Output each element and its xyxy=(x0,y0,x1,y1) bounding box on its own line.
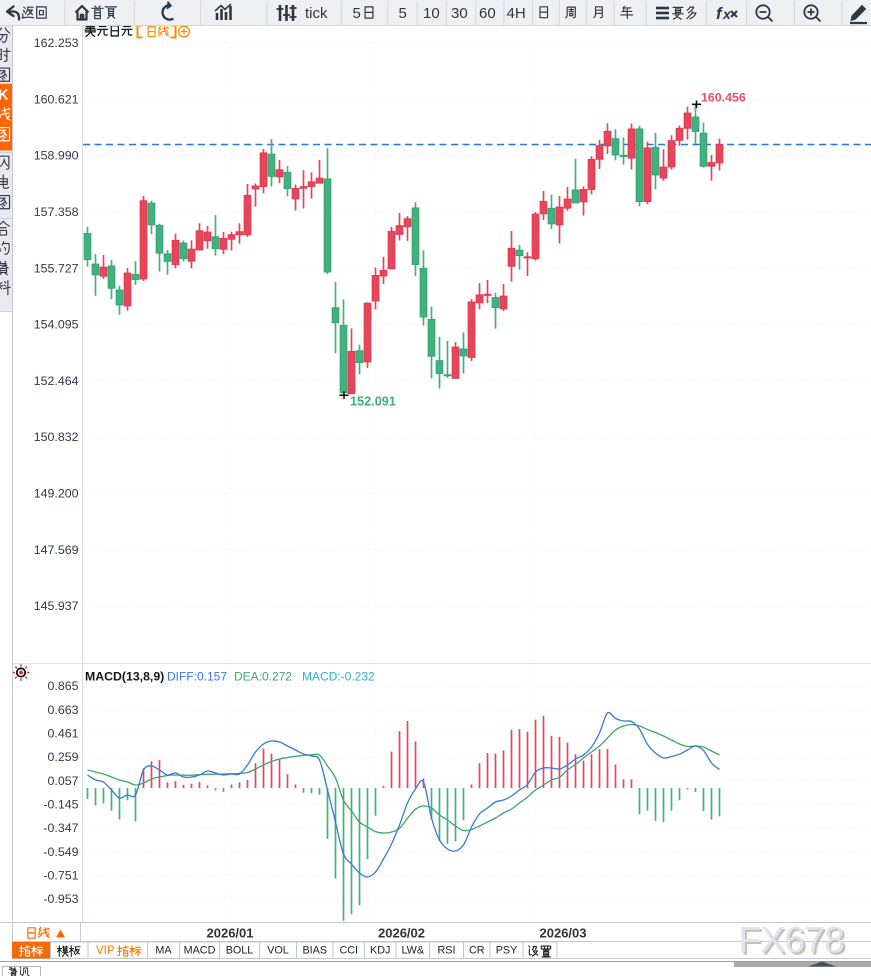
svg-text:x: x xyxy=(722,6,732,22)
svg-text:CCI: CCI xyxy=(339,945,358,957)
svg-text:FX678: FX678 xyxy=(739,919,845,961)
svg-text:152.091: 152.091 xyxy=(350,395,396,409)
svg-text:VIP: VIP xyxy=(96,945,115,957)
svg-text:MACD:-0.232: MACD:-0.232 xyxy=(302,670,375,684)
svg-text:157.358: 157.358 xyxy=(34,205,79,219)
svg-text:K: K xyxy=(0,88,9,104)
svg-text:-0.549: -0.549 xyxy=(43,845,78,859)
svg-text:0.663: 0.663 xyxy=(47,703,78,717)
svg-text:FX678: FX678 xyxy=(741,921,847,963)
svg-text:-0.145: -0.145 xyxy=(43,798,78,812)
svg-text:147.569: 147.569 xyxy=(34,543,79,557)
svg-text:MA: MA xyxy=(155,945,172,957)
svg-text:DEA:0.272: DEA:0.272 xyxy=(234,670,292,684)
svg-text:30: 30 xyxy=(451,5,468,22)
svg-text:150.832: 150.832 xyxy=(34,430,79,444)
svg-text:KDJ: KDJ xyxy=(370,945,390,957)
svg-text:BOLL: BOLL xyxy=(226,945,254,957)
svg-text:60: 60 xyxy=(479,5,496,22)
svg-text:149.200: 149.200 xyxy=(34,487,79,501)
svg-text:158.990: 158.990 xyxy=(34,149,79,163)
svg-text:-0.751: -0.751 xyxy=(43,869,78,883)
svg-text:145.937: 145.937 xyxy=(34,599,79,613)
svg-text:0.461: 0.461 xyxy=(47,727,78,741)
svg-text:0.057: 0.057 xyxy=(47,774,78,788)
svg-text:-0.953: -0.953 xyxy=(43,892,78,906)
svg-text:f: f xyxy=(716,4,724,23)
svg-text:MACD: MACD xyxy=(184,945,216,957)
svg-text:tick: tick xyxy=(305,5,328,22)
svg-text:-0.347: -0.347 xyxy=(43,821,78,835)
svg-text:154.095: 154.095 xyxy=(34,318,79,332)
svg-text:5: 5 xyxy=(399,5,407,22)
svg-text:155.727: 155.727 xyxy=(34,261,79,275)
svg-text:CR: CR xyxy=(469,945,485,957)
svg-text:2026/02: 2026/02 xyxy=(378,926,425,941)
svg-text:LW&: LW& xyxy=(401,945,424,957)
svg-text:RSI: RSI xyxy=(438,945,456,957)
svg-text:VOL: VOL xyxy=(267,945,289,957)
svg-text:0.259: 0.259 xyxy=(47,750,78,764)
svg-text:160.621: 160.621 xyxy=(34,92,79,106)
svg-text:5: 5 xyxy=(353,5,361,22)
svg-text:2026/03: 2026/03 xyxy=(540,926,587,941)
svg-text:DIFF:0.157: DIFF:0.157 xyxy=(167,670,227,684)
svg-text:160.456: 160.456 xyxy=(701,91,746,105)
svg-text:PSY: PSY xyxy=(496,945,518,957)
svg-text:MACD(13,8,9): MACD(13,8,9) xyxy=(85,670,164,684)
svg-text:BIAS: BIAS xyxy=(302,945,327,957)
svg-text:0.865: 0.865 xyxy=(47,679,78,693)
svg-text:4H: 4H xyxy=(507,5,526,22)
svg-text:152.464: 152.464 xyxy=(34,374,79,388)
svg-text:10: 10 xyxy=(423,5,440,22)
svg-text:162.253: 162.253 xyxy=(34,36,79,50)
svg-text:2026/01: 2026/01 xyxy=(207,926,254,941)
